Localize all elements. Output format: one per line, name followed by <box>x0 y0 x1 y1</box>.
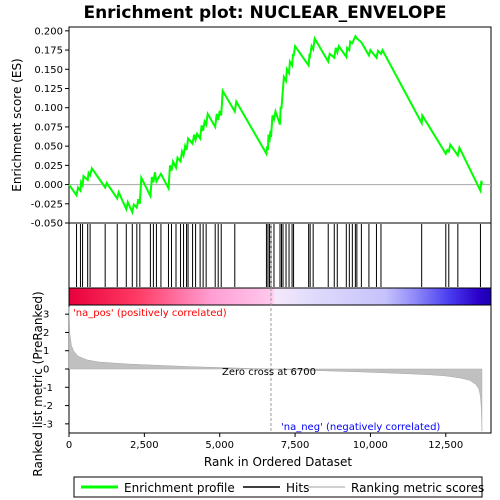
es-tick-label: 0.200 <box>34 26 63 37</box>
negative-correlation-label: 'na_neg' (negatively correlated) <box>281 422 440 433</box>
metric-area <box>68 306 483 432</box>
es-axis-ticks: -0.050 -0.025 0.000 0.025 0.050 0.075 0.100 0.1… <box>31 26 69 230</box>
x-axis-label: Rank in Ordered Dataset <box>204 455 352 469</box>
metric-tick-label: 1 <box>43 346 49 357</box>
es-axis-label: Enrichment score (ES) <box>10 58 24 191</box>
metric-tick-label: -3 <box>43 419 53 430</box>
positive-correlation-label: 'na_pos' (positively correlated) <box>73 308 227 319</box>
es-tick-label: -0.050 <box>31 219 63 230</box>
legend-hits-label: Hits <box>286 481 309 495</box>
es-tick-label: 0.100 <box>34 103 63 114</box>
x-tick-label: 12,500 <box>428 440 463 451</box>
x-tick-label: 0 <box>66 440 72 451</box>
es-tick-label: 0.050 <box>34 142 63 153</box>
hits-group <box>76 224 481 287</box>
rank-color-bar <box>69 288 491 305</box>
es-tick-label: 0.125 <box>34 84 63 95</box>
metric-tick-label: 3 <box>43 310 49 321</box>
metric-axis-ticks: 3 2 1 0 -1 -2 -3 <box>43 310 69 430</box>
legend-es-label: Enrichment profile <box>124 481 235 495</box>
metric-tick-label: 0 <box>43 365 49 376</box>
chart-title: Enrichment plot: NUCLEAR_ENVELOPE <box>83 3 446 23</box>
es-tick-label: 0.000 <box>34 180 63 191</box>
es-curve-group <box>68 34 483 216</box>
metric-axis-label: Ranked list metric (PreRanked) <box>31 291 45 476</box>
metric-tick-label: -2 <box>43 401 53 412</box>
x-tick-label: 2,500 <box>130 440 159 451</box>
metric-group <box>68 223 483 433</box>
es-tick-label: -0.025 <box>31 199 63 210</box>
zero-cross-label: Zero cross at 6700 <box>222 367 316 378</box>
es-tick-label: 0.150 <box>34 65 63 76</box>
es-tick-label: 0.075 <box>34 122 63 133</box>
x-tick-label: 10,000 <box>353 440 388 451</box>
enrichment-profile-line <box>68 34 483 216</box>
es-tick-label: 0.025 <box>34 161 63 172</box>
metric-tick-label: 2 <box>43 328 49 339</box>
legend-metric-label: Ranking metric scores <box>351 481 484 495</box>
es-tick-label: 0.175 <box>34 46 63 57</box>
x-tick-label: 7,500 <box>281 440 310 451</box>
legend: Enrichment profile Hits Ranking metric s… <box>73 476 484 498</box>
x-axis-ticks: 0 2,500 5,000 7,500 10,000 12,500 <box>66 433 463 451</box>
x-tick-label: 5,000 <box>205 440 234 451</box>
metric-tick-label: -1 <box>43 383 53 394</box>
